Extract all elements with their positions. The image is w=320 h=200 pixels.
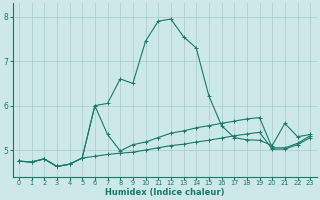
- X-axis label: Humidex (Indice chaleur): Humidex (Indice chaleur): [105, 188, 224, 197]
